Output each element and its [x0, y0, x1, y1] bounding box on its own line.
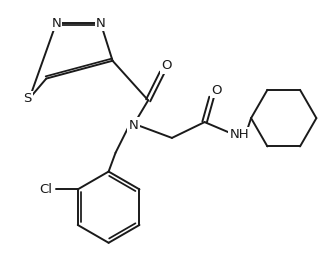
Text: NH: NH	[229, 128, 249, 141]
Text: N: N	[51, 17, 61, 30]
Text: Cl: Cl	[40, 183, 53, 196]
Text: O: O	[162, 59, 172, 72]
Text: N: N	[96, 17, 106, 30]
Text: O: O	[211, 84, 222, 97]
Text: S: S	[23, 92, 32, 105]
Text: N: N	[128, 118, 138, 132]
